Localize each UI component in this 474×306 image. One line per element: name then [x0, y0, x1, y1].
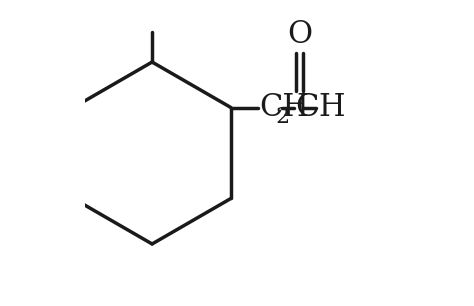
Text: H: H [318, 92, 345, 123]
Text: O: O [287, 19, 312, 50]
Text: C: C [295, 92, 319, 123]
Text: 2: 2 [275, 106, 290, 128]
Text: CH: CH [260, 92, 310, 123]
